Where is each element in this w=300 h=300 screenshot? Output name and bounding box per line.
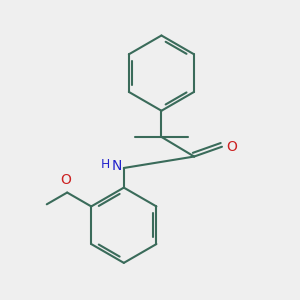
Text: O: O: [226, 140, 237, 154]
Text: N: N: [112, 159, 122, 173]
Text: O: O: [60, 172, 71, 187]
Text: H: H: [101, 158, 110, 171]
